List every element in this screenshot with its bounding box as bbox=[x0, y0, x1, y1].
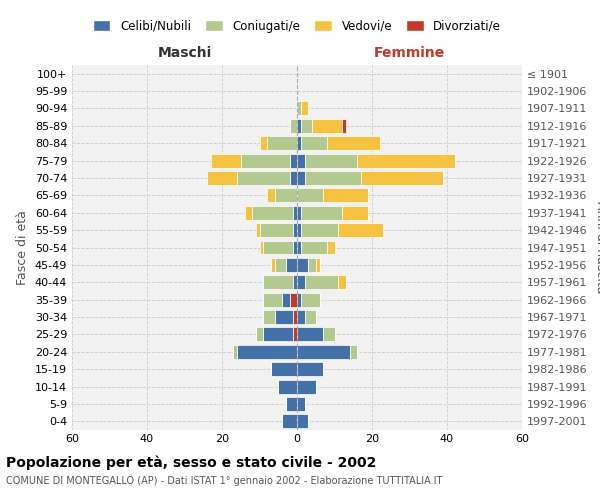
Bar bbox=[316, 258, 320, 272]
Bar bbox=[263, 276, 293, 289]
Bar bbox=[256, 223, 260, 237]
Bar bbox=[305, 276, 338, 289]
Bar bbox=[282, 292, 290, 306]
Bar bbox=[252, 206, 293, 220]
Bar bbox=[357, 154, 455, 168]
Bar bbox=[297, 397, 305, 411]
Bar bbox=[338, 276, 346, 289]
Bar bbox=[290, 154, 297, 168]
Bar bbox=[275, 310, 293, 324]
Bar bbox=[267, 188, 275, 202]
Y-axis label: Fasce di età: Fasce di età bbox=[16, 210, 29, 285]
Bar bbox=[308, 258, 316, 272]
Bar bbox=[301, 223, 338, 237]
Bar bbox=[207, 171, 237, 185]
Bar bbox=[293, 206, 297, 220]
Bar bbox=[342, 206, 368, 220]
Bar bbox=[297, 188, 323, 202]
Bar bbox=[237, 171, 290, 185]
Legend: Celibi/Nubili, Coniugati/e, Vedovi/e, Divorziati/e: Celibi/Nubili, Coniugati/e, Vedovi/e, Di… bbox=[89, 16, 505, 36]
Text: Popolazione per età, sesso e stato civile - 2002: Popolazione per età, sesso e stato civil… bbox=[6, 455, 376, 469]
Bar bbox=[233, 345, 237, 358]
Bar bbox=[267, 136, 297, 150]
Bar bbox=[256, 328, 263, 342]
Bar bbox=[290, 292, 297, 306]
Bar bbox=[301, 292, 320, 306]
Bar bbox=[301, 119, 312, 133]
Bar bbox=[301, 240, 327, 254]
Bar bbox=[323, 188, 368, 202]
Y-axis label: Anni di nascita: Anni di nascita bbox=[594, 201, 600, 294]
Bar bbox=[297, 276, 305, 289]
Bar bbox=[263, 292, 282, 306]
Bar bbox=[271, 362, 297, 376]
Bar bbox=[263, 310, 275, 324]
Bar bbox=[263, 328, 293, 342]
Bar bbox=[301, 102, 308, 116]
Bar bbox=[297, 102, 301, 116]
Bar bbox=[301, 136, 327, 150]
Bar bbox=[275, 188, 297, 202]
Bar bbox=[263, 240, 293, 254]
Bar bbox=[305, 171, 361, 185]
Bar bbox=[297, 345, 349, 358]
Bar bbox=[245, 206, 252, 220]
Bar bbox=[260, 136, 267, 150]
Bar bbox=[293, 328, 297, 342]
Bar bbox=[297, 328, 323, 342]
Bar bbox=[237, 345, 297, 358]
Bar bbox=[342, 119, 346, 133]
Bar bbox=[278, 380, 297, 394]
Bar bbox=[297, 240, 301, 254]
Bar bbox=[297, 119, 301, 133]
Bar bbox=[241, 154, 290, 168]
Bar bbox=[271, 258, 275, 272]
Text: Femmine: Femmine bbox=[374, 46, 445, 60]
Text: Maschi: Maschi bbox=[157, 46, 212, 60]
Bar bbox=[327, 240, 335, 254]
Bar bbox=[290, 119, 297, 133]
Bar bbox=[297, 380, 316, 394]
Text: COMUNE DI MONTEGALLO (AP) - Dati ISTAT 1° gennaio 2002 - Elaborazione TUTTITALIA: COMUNE DI MONTEGALLO (AP) - Dati ISTAT 1… bbox=[6, 476, 442, 486]
Bar bbox=[297, 310, 305, 324]
Bar bbox=[293, 276, 297, 289]
Bar bbox=[286, 258, 297, 272]
Bar bbox=[349, 345, 357, 358]
Bar bbox=[301, 206, 342, 220]
Bar bbox=[290, 171, 297, 185]
Bar bbox=[297, 258, 308, 272]
Bar bbox=[297, 362, 323, 376]
Bar bbox=[293, 223, 297, 237]
Bar bbox=[297, 223, 301, 237]
Bar bbox=[275, 258, 286, 272]
Bar bbox=[305, 310, 316, 324]
Bar bbox=[297, 171, 305, 185]
Bar bbox=[293, 310, 297, 324]
Bar bbox=[286, 397, 297, 411]
Bar bbox=[260, 240, 263, 254]
Bar bbox=[282, 414, 297, 428]
Bar bbox=[327, 136, 380, 150]
Bar bbox=[323, 328, 335, 342]
Bar bbox=[361, 171, 443, 185]
Bar bbox=[297, 136, 301, 150]
Bar bbox=[211, 154, 241, 168]
Bar bbox=[297, 154, 305, 168]
Bar bbox=[338, 223, 383, 237]
Bar bbox=[297, 292, 301, 306]
Bar bbox=[312, 119, 342, 133]
Bar bbox=[297, 414, 308, 428]
Bar bbox=[297, 206, 301, 220]
Bar bbox=[260, 223, 293, 237]
Bar bbox=[305, 154, 357, 168]
Bar bbox=[293, 240, 297, 254]
